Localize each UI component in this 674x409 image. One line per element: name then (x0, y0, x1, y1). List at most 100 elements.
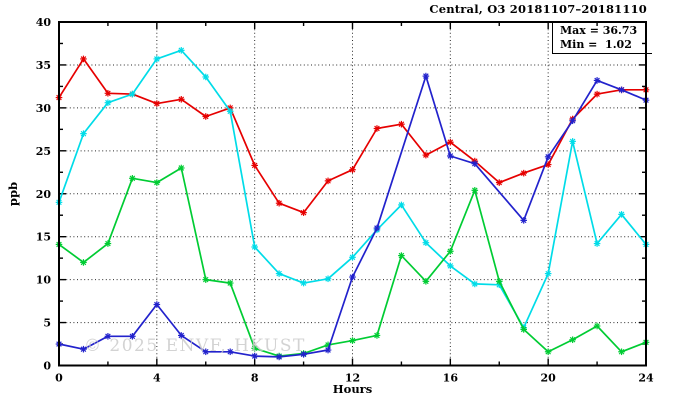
data-point-marker (422, 239, 430, 246)
data-point-marker (618, 86, 625, 94)
data-point-marker (324, 346, 332, 354)
data-point-marker (569, 138, 576, 145)
x-tick-label: 4 (153, 372, 161, 385)
watermark: © 2025 ENVF, HKUST (84, 336, 306, 356)
data-point-marker (300, 351, 307, 358)
y-tick-label: 25 (36, 145, 51, 158)
x-axis-title: Hours (332, 382, 373, 396)
data-point-marker (349, 253, 356, 261)
x-tick-label: 0 (55, 372, 63, 385)
data-point-marker (226, 279, 234, 287)
data-point-marker (422, 151, 430, 159)
data-point-marker (275, 270, 283, 277)
data-point-marker (422, 278, 430, 285)
max-min-annotation-box: Max = 36.73 Min = 1.02 (552, 23, 652, 54)
y-tick-label: 40 (36, 16, 52, 29)
data-point-marker (104, 89, 112, 97)
data-point-marker (177, 332, 185, 339)
data-point-marker (202, 73, 210, 81)
data-point-marker (153, 55, 161, 63)
x-tick-label: 12 (345, 372, 360, 385)
data-point-marker (129, 90, 136, 98)
data-point-marker (153, 301, 161, 308)
data-point-marker (447, 152, 454, 160)
data-point-marker (324, 275, 332, 283)
min-value-label: Min = 1.02 (560, 37, 632, 51)
data-point-marker (202, 348, 210, 356)
data-point-marker (226, 348, 234, 356)
data-point-marker (447, 138, 454, 146)
data-point-marker (593, 90, 601, 98)
data-point-marker (593, 77, 601, 84)
data-point-marker (495, 179, 503, 186)
data-point-marker (447, 247, 454, 255)
data-point-marker (153, 100, 161, 107)
y-tick-label: 15 (36, 231, 51, 244)
data-point-marker (349, 166, 356, 174)
data-point-marker (251, 345, 258, 352)
y-tick-label: 30 (36, 102, 52, 115)
y-tick-label: 10 (36, 274, 52, 287)
data-point-marker (520, 217, 528, 224)
data-point-marker (398, 201, 405, 209)
data-point-marker (398, 120, 405, 128)
data-point-marker (226, 108, 234, 115)
y-tick-label: 0 (43, 360, 51, 373)
data-point-marker (80, 55, 87, 63)
data-point-marker (544, 270, 552, 277)
data-point-marker (398, 252, 405, 259)
data-point-marker (471, 280, 479, 288)
data-point-marker (349, 273, 356, 281)
data-point-marker (251, 352, 258, 360)
data-point-marker (569, 336, 576, 344)
x-tick-label: 24 (638, 372, 654, 385)
data-point-marker (202, 113, 210, 120)
chart-title: Central, O3 20181107–20181110 (429, 2, 647, 16)
data-point-marker (251, 243, 258, 251)
tick-labels: 0 4 8 12 16 20 24 0 5 10 15 20 25 30 35 40 (36, 16, 654, 385)
data-point-marker (373, 224, 381, 232)
data-point-marker (373, 332, 381, 339)
data-point-marker (618, 211, 625, 218)
data-point-marker (80, 345, 87, 353)
data-point-marker (324, 177, 332, 185)
data-point-marker (544, 153, 552, 161)
data-point-marker (593, 240, 601, 247)
data-point-marker (495, 278, 503, 285)
data-point-marker (300, 209, 307, 216)
y-tick-label: 5 (43, 317, 51, 330)
data-point-marker (129, 174, 136, 182)
data-point-marker (251, 162, 258, 169)
data-point-marker (373, 125, 381, 132)
data-point-marker (520, 326, 528, 333)
data-point-marker (300, 279, 307, 287)
data-point-marker (275, 353, 283, 361)
y-tick-label: 35 (36, 59, 51, 72)
data-point-marker (471, 187, 479, 194)
plot-border (58, 21, 647, 367)
data-point-marker (275, 199, 283, 207)
data-point-marker (569, 117, 576, 125)
data-point-marker (104, 333, 112, 340)
series-day2-cyan (55, 47, 650, 332)
data-point-marker (422, 72, 430, 80)
data-point-marker (129, 333, 136, 340)
data-point-marker (520, 169, 528, 177)
x-tick-label: 8 (251, 372, 259, 385)
data-point-marker (202, 276, 210, 283)
data-point-marker (349, 337, 356, 344)
data-point-marker (153, 179, 161, 186)
data-point-marker (104, 240, 112, 247)
data-point-marker (80, 130, 87, 137)
data-point-marker (177, 47, 185, 54)
x-tick-label: 20 (541, 372, 557, 385)
data-point-marker (593, 322, 601, 330)
data-point-marker (80, 259, 87, 266)
data-point-marker (177, 95, 185, 103)
max-value-label: Max = 36.73 (560, 24, 638, 37)
data-point-marker (447, 262, 454, 270)
x-tick-label: 16 (443, 372, 459, 385)
data-point-marker (544, 348, 552, 356)
y-tick-label: 20 (36, 188, 52, 201)
